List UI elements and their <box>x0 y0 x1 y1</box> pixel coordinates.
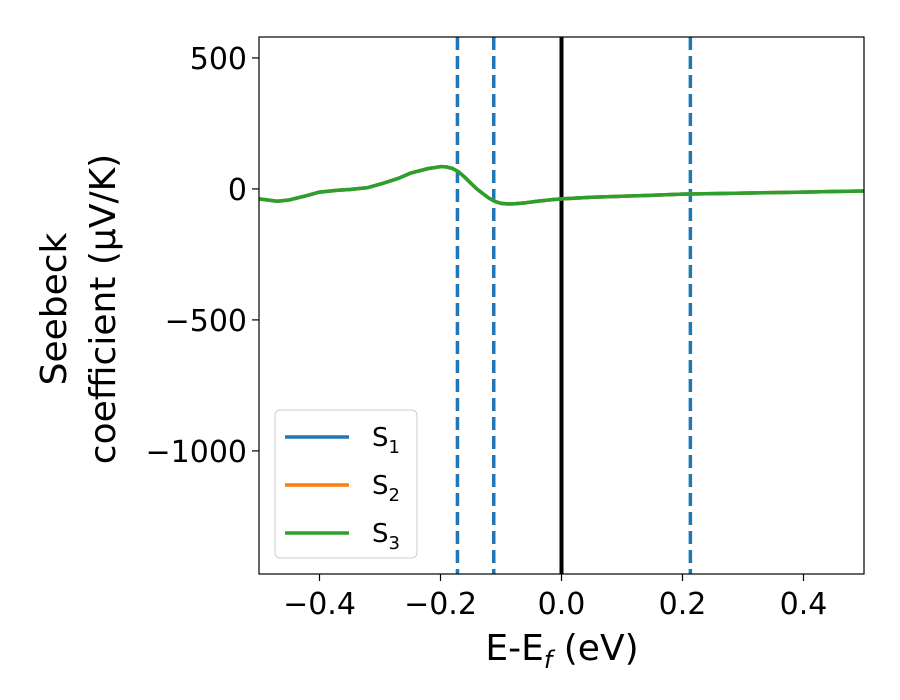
x-tick-label: 0.0 <box>538 587 586 622</box>
y-axis-ticks: 500 0 −500 −1000 <box>146 42 259 470</box>
x-tick-label: −0.2 <box>404 587 477 622</box>
x-axis-label: E-Ef (eV) <box>485 628 638 674</box>
y-tick-label: 0 <box>228 173 247 208</box>
x-tick-label: −0.4 <box>283 587 356 622</box>
x-tick-label: 0.4 <box>780 587 828 622</box>
reference-lines <box>455 37 693 574</box>
y-tick-label: −1000 <box>146 435 247 470</box>
legend-label-s3: S3 <box>372 519 400 554</box>
y-axis-label-line2: coefficient (μV/K) <box>83 154 124 464</box>
x-axis-ticks: −0.4 −0.2 0.0 0.2 0.4 <box>283 574 827 622</box>
x-tick-label: 0.2 <box>659 587 707 622</box>
y-axis-label: Seebeck coefficient (μV/K) <box>34 154 124 464</box>
legend: S1 S2 S3 <box>274 409 418 559</box>
series-lines <box>258 164 865 206</box>
legend-label-s2: S2 <box>372 471 400 506</box>
legend-label-s1: S1 <box>372 423 400 458</box>
series-line-s3 <box>258 164 865 206</box>
y-tick-label: −500 <box>165 304 247 339</box>
y-axis-label-line1: Seebeck <box>34 232 75 385</box>
y-tick-label: 500 <box>190 42 247 77</box>
